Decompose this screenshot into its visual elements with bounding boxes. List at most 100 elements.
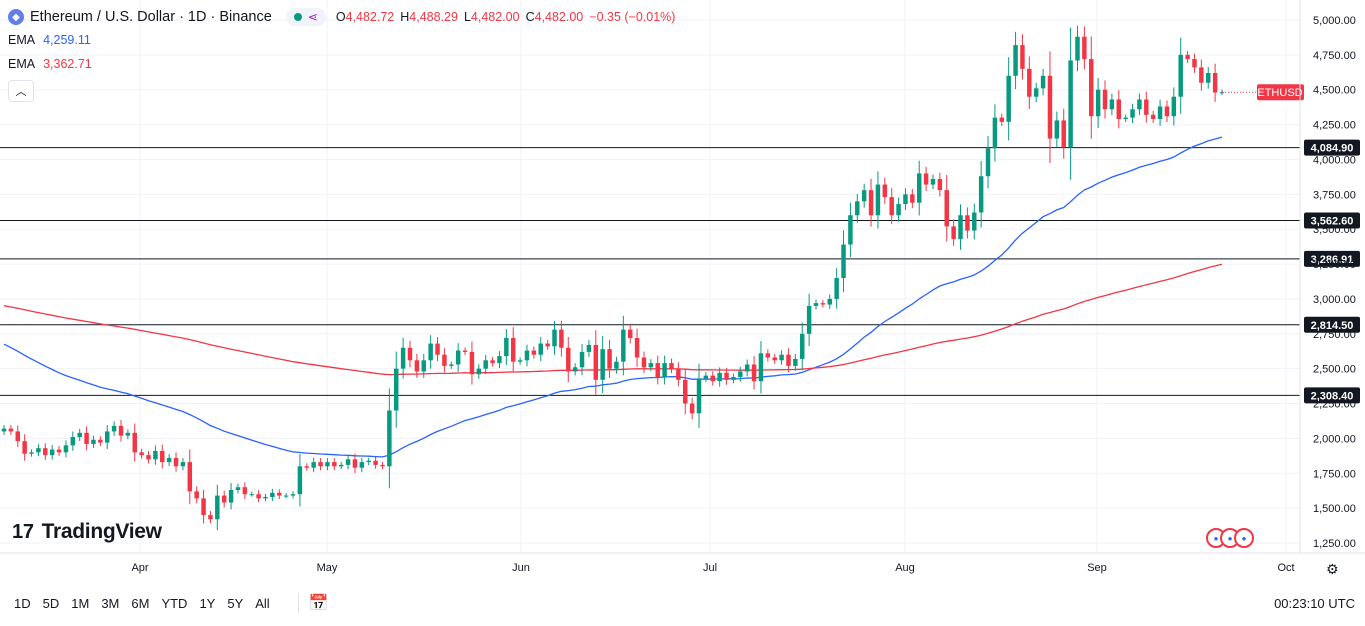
candle-body [1075, 36, 1080, 61]
candle-body [586, 344, 592, 352]
candle-body [517, 360, 523, 362]
candle-body [497, 356, 502, 364]
candle-body [277, 492, 282, 496]
date-range-buttons: 1D 5D 1M 3M 6M YTD 1Y 5Y All [8, 596, 276, 611]
candle-body [455, 350, 461, 365]
candle-body [806, 305, 812, 334]
ticker-label: ETHUSD [1257, 87, 1302, 99]
candle-body [22, 441, 27, 454]
candle-body [855, 201, 860, 216]
calendar-icon[interactable]: 📅 [297, 593, 329, 613]
gear-icon[interactable]: ⚙ [1326, 561, 1339, 577]
candle-body [1047, 75, 1053, 139]
candle-body [63, 445, 69, 453]
price-tick-label: 4,500.00 [1313, 85, 1356, 97]
level-label: 4,084.90 [1311, 143, 1354, 155]
candle-body [407, 347, 413, 361]
candle-body [1199, 67, 1204, 83]
candle-body [545, 343, 550, 347]
range-button-3m[interactable]: 3M [101, 595, 120, 611]
candle-body [572, 367, 578, 372]
candle-body [1212, 72, 1218, 93]
event-icon[interactable]: ● [1234, 528, 1254, 548]
ohlc-low: L4,482.00 [463, 10, 520, 24]
candle-body [910, 194, 915, 203]
candle-body [139, 452, 144, 456]
ohlc-open: O4,482.72 [335, 10, 395, 24]
candle-body [345, 459, 351, 465]
candle-body [462, 350, 468, 352]
candle-body [1027, 68, 1032, 97]
candle-body [1054, 120, 1060, 139]
candle-body [676, 368, 681, 380]
range-button-1y[interactable]: 1Y [199, 595, 216, 611]
candle-body [524, 350, 530, 361]
range-button-1d[interactable]: 1D [14, 595, 31, 611]
ema-slow-legend[interactable]: EMA 3,362.71 [8, 52, 675, 76]
candle-body [352, 459, 358, 468]
candle-body [1144, 99, 1149, 115]
chart-legend: ◆ Ethereum / U.S. Dollar · 1D · Binance … [8, 6, 675, 102]
symbol-title[interactable]: Ethereum / U.S. Dollar · 1D · Binance [30, 9, 272, 25]
economic-events[interactable]: ● ● ● [1206, 528, 1254, 548]
candle-body [338, 464, 344, 467]
ohlc-high: H4,488.29 [400, 10, 458, 24]
candle-body [641, 357, 647, 368]
candle-body [861, 190, 867, 202]
candle-body [49, 449, 55, 456]
ema-fast-legend[interactable]: EMA 4,259.11 [8, 28, 675, 52]
price-tick-label: 1,500.00 [1313, 503, 1356, 515]
candle-body [1082, 36, 1087, 60]
candle-body [1061, 120, 1066, 147]
ema-fast-label: EMA [8, 33, 36, 47]
level-label-bg [1304, 316, 1360, 333]
utc-clock[interactable]: 00:23:10 UTC [1274, 595, 1355, 611]
tradingview-logo[interactable]: 17 TradingView [12, 520, 162, 544]
range-button-all[interactable]: All [255, 595, 270, 611]
candle-body [366, 460, 371, 463]
price-tick-label: 1,750.00 [1313, 468, 1356, 480]
candle-body [841, 244, 846, 279]
price-tick-label: 3,250.00 [1313, 259, 1356, 271]
ema-slow-line [3, 263, 1223, 376]
candle-body [394, 368, 399, 411]
candle-body [146, 455, 151, 460]
price-chart[interactable]: 4,084.90 3,562.60 3,286.91 2,814.50 2,308.40… [0, 0, 1365, 580]
ema-slow-value: 3,362.71 [43, 57, 92, 71]
candle-body [387, 410, 392, 467]
range-button-ytd[interactable]: YTD [161, 595, 188, 611]
candle-body [125, 432, 131, 436]
price-tick-label: 4,250.00 [1313, 120, 1356, 132]
market-status-badge[interactable]: ⋖ [285, 8, 326, 26]
candle-body [132, 432, 137, 453]
candle-body [710, 375, 716, 382]
range-button-1m[interactable]: 1M [71, 595, 90, 611]
candle-body [70, 437, 76, 446]
price-tick-label: 3,750.00 [1313, 189, 1356, 201]
candle-body [916, 173, 922, 203]
tradingview-mark-icon: 17 [12, 520, 34, 543]
candle-body [1150, 114, 1156, 120]
candle-body [1178, 54, 1183, 97]
ema-lines [3, 136, 1223, 458]
price-tick-label: 3,500.00 [1313, 224, 1356, 236]
candle-body [483, 360, 488, 369]
candle-body [1020, 45, 1025, 69]
candle-body [703, 375, 709, 379]
candle-body [242, 487, 248, 495]
collapse-legend-button[interactable]: ︿ [8, 80, 34, 102]
candle-body [552, 329, 557, 347]
candle-body [579, 351, 585, 368]
candle-body [1013, 45, 1018, 76]
candle-body [772, 357, 777, 361]
candle-body [290, 494, 296, 496]
candle-body [1040, 75, 1046, 89]
candle-body [256, 494, 261, 499]
range-button-5d[interactable]: 5D [42, 595, 60, 611]
range-button-6m[interactable]: 6M [131, 595, 150, 611]
range-button-5y[interactable]: 5Y [227, 595, 244, 611]
price-tick-label: 2,500.00 [1313, 364, 1356, 376]
price-tick-label: 2,000.00 [1313, 433, 1356, 445]
candle-body [1006, 75, 1011, 122]
level-label: 2,308.40 [1311, 390, 1354, 402]
